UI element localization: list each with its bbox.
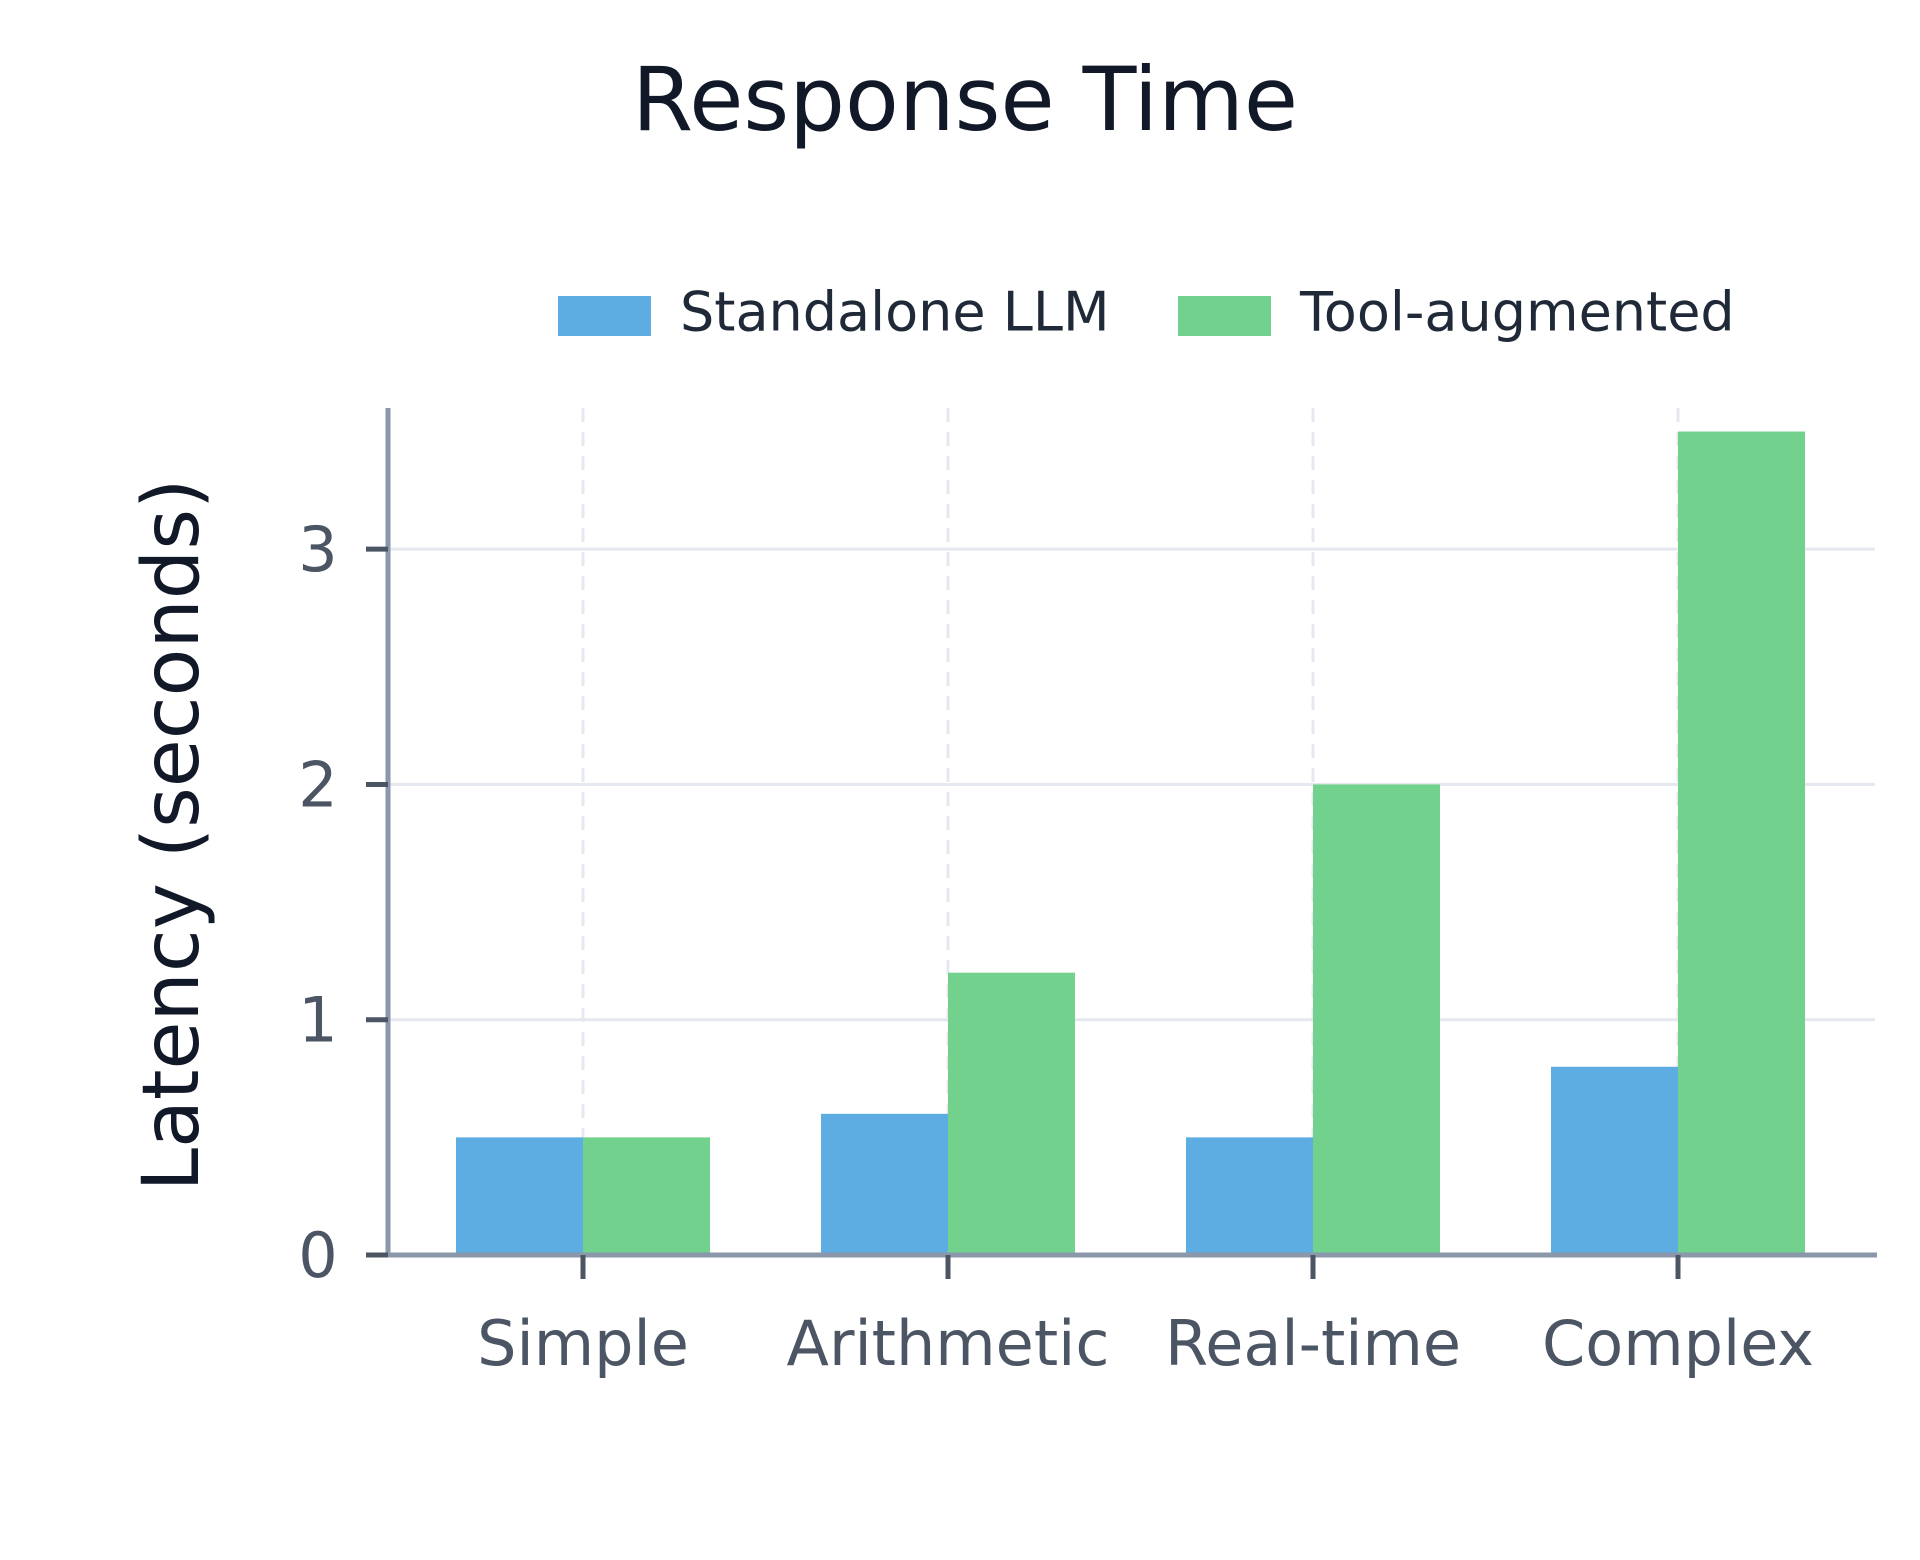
bar-standalone-arithmetic bbox=[821, 1113, 948, 1255]
y-axis-ticks: 0 1 2 3 bbox=[298, 513, 388, 1292]
bar-standalone-simple bbox=[456, 1137, 583, 1255]
x-tick-label-simple: Simple bbox=[477, 1307, 689, 1380]
legend-label-standalone: Standalone LLM bbox=[680, 281, 1110, 344]
bar-tool-augmented-complex bbox=[1678, 431, 1805, 1255]
bar-tool-augmented-simple bbox=[583, 1137, 710, 1255]
bars bbox=[456, 431, 1805, 1255]
x-tick-label-complex: Complex bbox=[1542, 1307, 1814, 1380]
bar-standalone-complex bbox=[1551, 1066, 1678, 1255]
bar-tool-augmented-real-time bbox=[1313, 784, 1440, 1255]
y-tick-label: 3 bbox=[298, 513, 337, 586]
x-tick-label-arithmetic: Arithmetic bbox=[787, 1307, 1110, 1380]
x-axis-ticks: Simple Arithmetic Real-time Complex bbox=[477, 1255, 1814, 1380]
legend-label-tool-augmented: Tool-augmented bbox=[1299, 281, 1735, 344]
bar-standalone-real-time bbox=[1186, 1137, 1313, 1255]
y-tick-label: 1 bbox=[298, 984, 337, 1057]
legend: Standalone LLM Tool-augmented bbox=[558, 281, 1735, 344]
y-tick-label: 2 bbox=[298, 748, 337, 821]
x-tick-label-real-time: Real-time bbox=[1165, 1307, 1461, 1380]
chart-title: Response Time bbox=[632, 48, 1298, 151]
legend-swatch-tool-augmented bbox=[1178, 296, 1271, 336]
y-axis-label: Latency (seconds) bbox=[127, 479, 217, 1192]
bar-tool-augmented-arithmetic bbox=[948, 972, 1075, 1255]
legend-swatch-standalone bbox=[558, 296, 651, 336]
y-tick-label: 0 bbox=[298, 1219, 337, 1292]
